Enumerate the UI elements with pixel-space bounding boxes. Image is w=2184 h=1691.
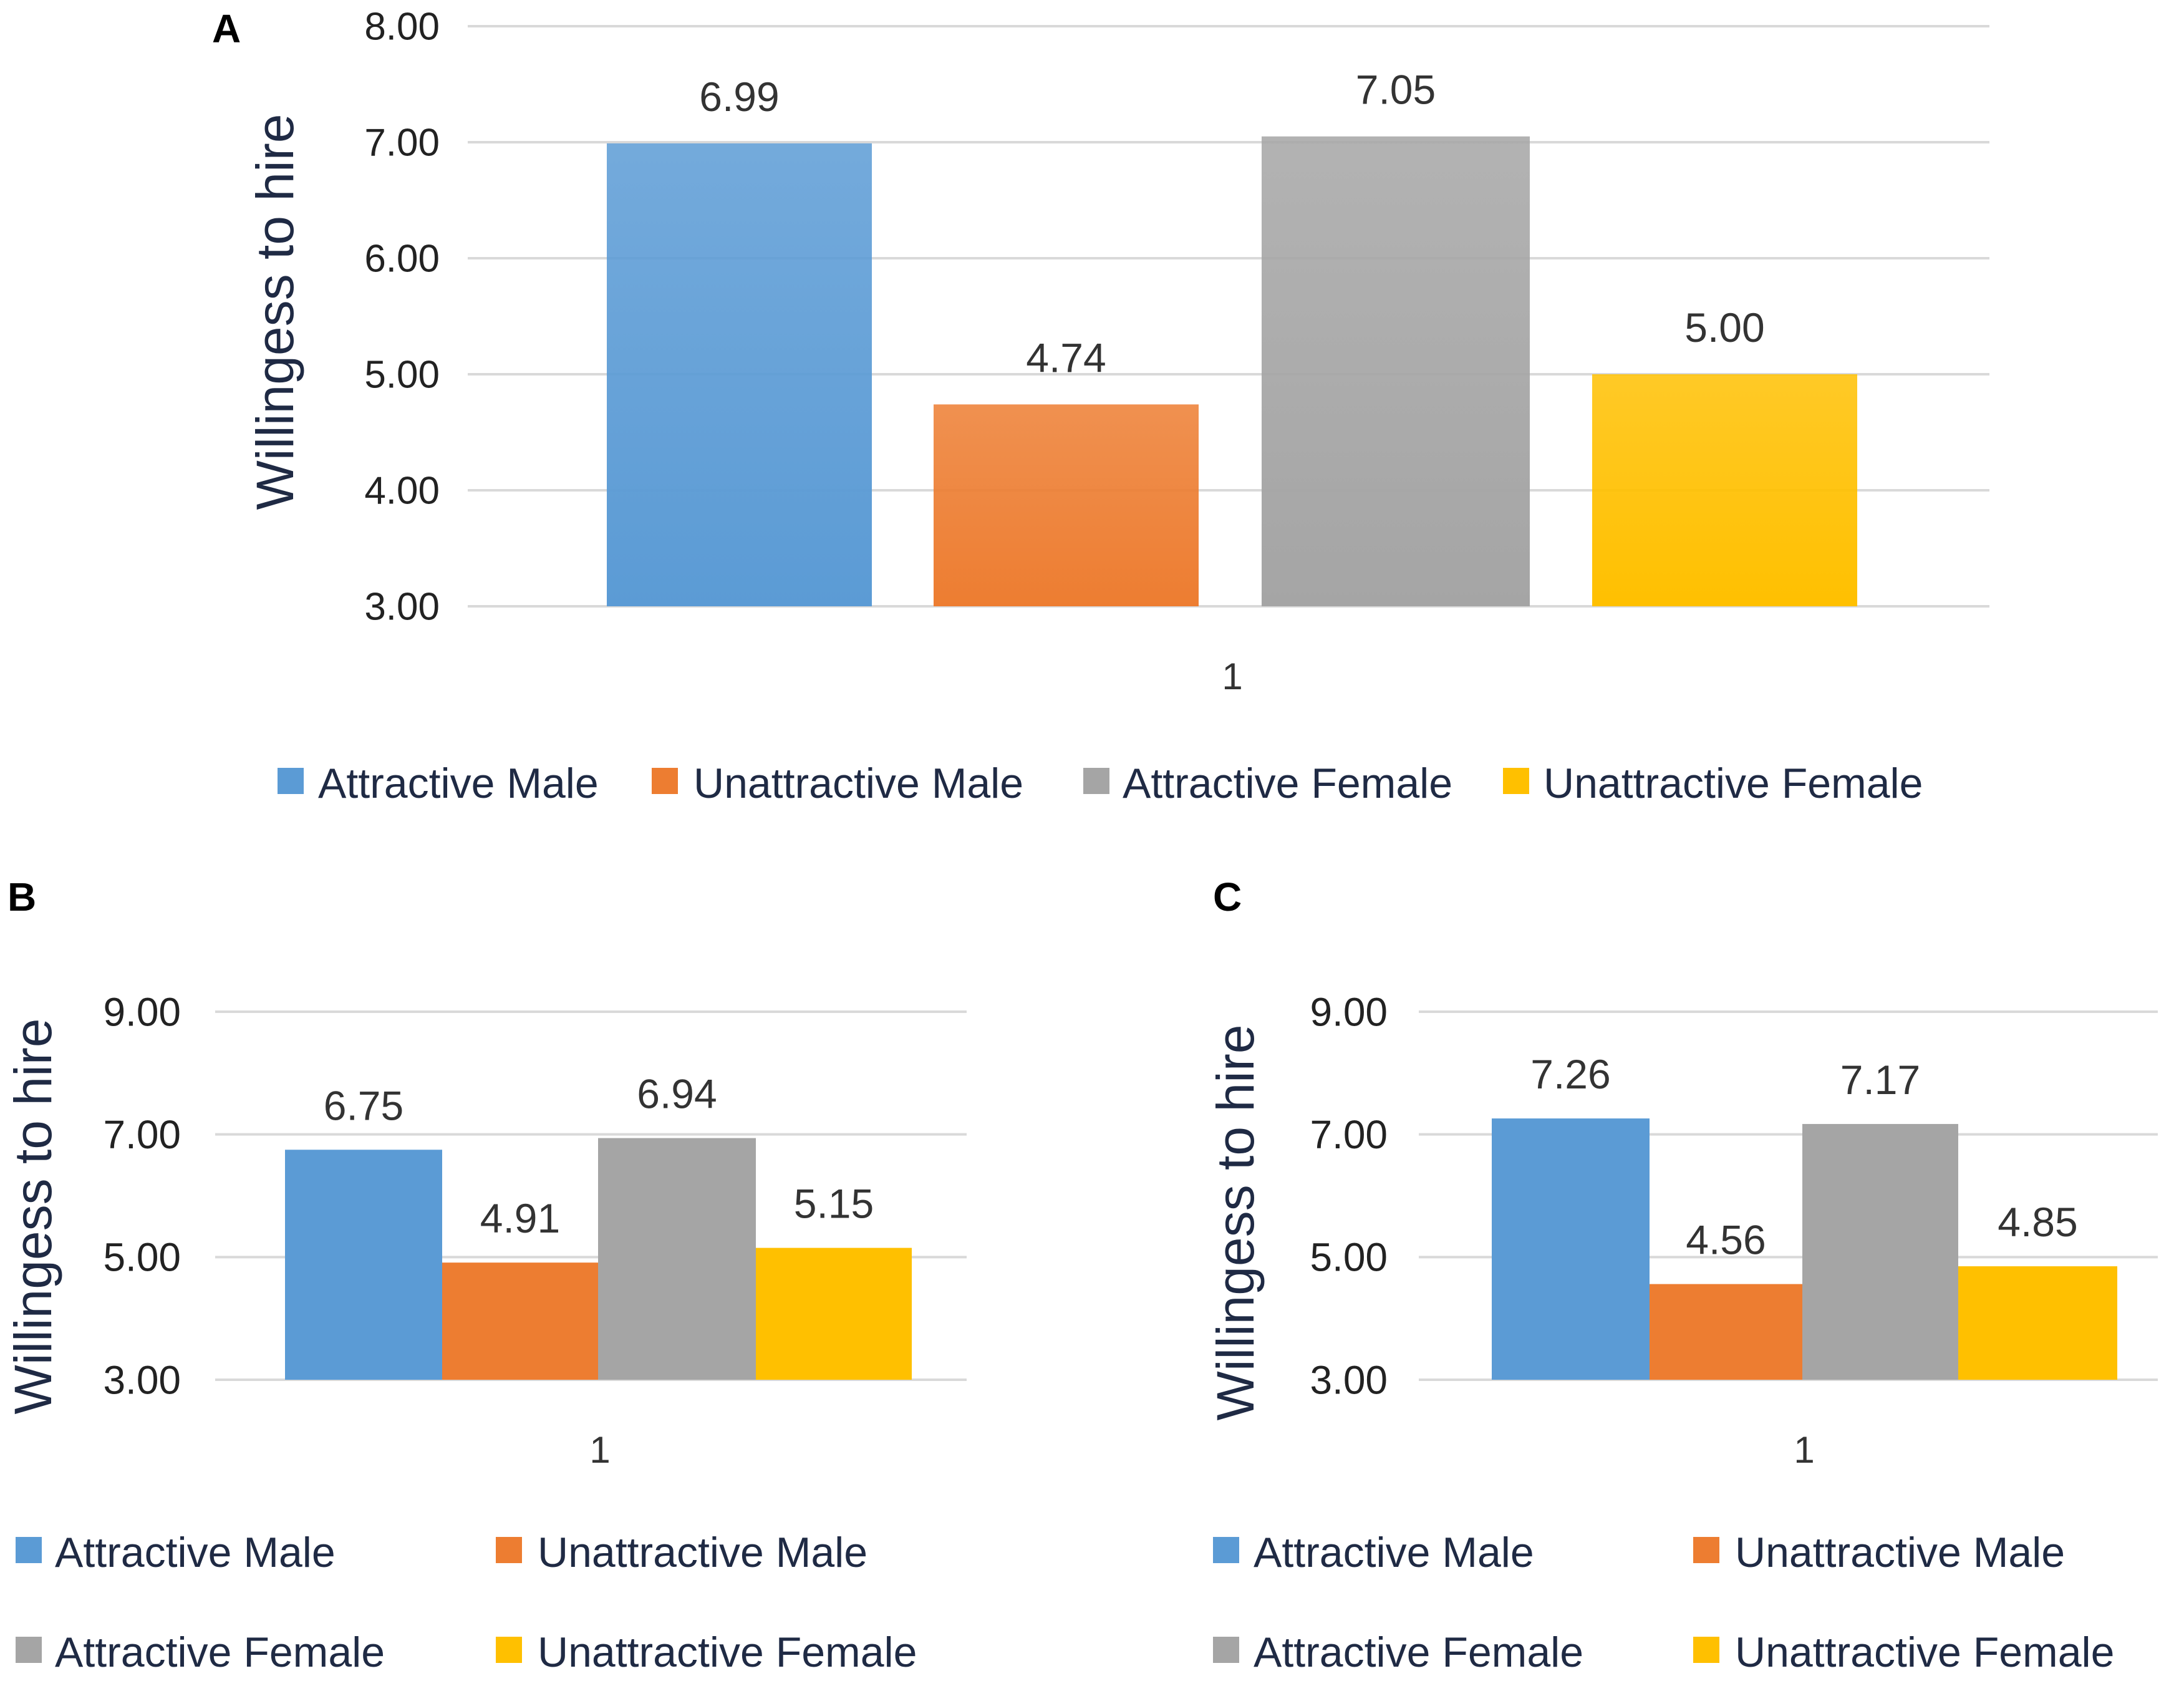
panel-c-bar-attractive-male — [1492, 1118, 1650, 1380]
panel-b-ytick-label: 3.00 — [103, 1357, 181, 1402]
panel-b-legend-swatch — [16, 1537, 42, 1563]
panel-a-ytick-label: 3.00 — [364, 586, 440, 629]
panel-c-bar-attractive-female — [1802, 1123, 1958, 1380]
panel-a-legend-swatch — [1503, 768, 1529, 794]
panel-b-letter: B — [7, 875, 36, 919]
panel-c-legend-label: Attractive Male — [1254, 1529, 1534, 1576]
panel-a-legend-label: Unattractive Female — [1544, 760, 1923, 807]
panel-a-legend-swatch — [278, 768, 304, 794]
panel-c-data-label: 4.56 — [1686, 1217, 1766, 1263]
panel-c-legend-swatch — [1213, 1537, 1239, 1563]
panel-c-y-axis-title: Willingess to hire — [1206, 1025, 1265, 1421]
panel-b-bar-attractive-female — [598, 1138, 756, 1380]
panel-b-y-axis-title: Willingess to hire — [4, 1019, 62, 1415]
panel-b-bar-attractive-male — [285, 1150, 442, 1380]
panel-c-legend-swatch — [1693, 1637, 1719, 1663]
panel-a-bar-attractive-male — [607, 143, 872, 607]
panel-b-bar-unattractive-male — [442, 1262, 598, 1380]
panel-c-ytick-label: 5.00 — [1310, 1235, 1388, 1280]
panel-b-data-label: 4.91 — [480, 1195, 560, 1241]
panel-b-bar-unattractive-female — [756, 1248, 912, 1380]
panel-b-legend-label: Unattractive Male — [538, 1529, 867, 1576]
panel-a-legend-swatch — [1083, 768, 1109, 794]
panel-a-bar-attractive-female — [1262, 136, 1530, 606]
panel-a-bar-unattractive-male — [934, 404, 1199, 606]
panel-a-legend-label: Unattractive Male — [693, 760, 1023, 807]
panel-c-data-label: 7.17 — [1840, 1057, 1920, 1103]
panel-c-legend-label: Attractive Female — [1254, 1629, 1583, 1676]
panel-a-ytick-label: 5.00 — [364, 354, 440, 397]
panel-c-bar-unattractive-male — [1650, 1284, 1802, 1380]
panel-b-ytick-label: 5.00 — [103, 1235, 181, 1280]
panel-b-data-label: 6.75 — [324, 1082, 403, 1128]
panel-a-y-axis-title: Willingess to hire — [246, 114, 304, 510]
panel-a-legend-label: Attractive Male — [318, 760, 599, 807]
panel-c-legend-swatch — [1693, 1537, 1719, 1563]
panel-a-data-label: 5.00 — [1684, 304, 1764, 351]
panel-c-legend-label: Unattractive Male — [1735, 1529, 2065, 1576]
panel-c-x-category-label: 1 — [1794, 1429, 1814, 1471]
panel-a-ytick-label: 8.00 — [364, 6, 440, 49]
panel-c-bar-unattractive-female — [1958, 1266, 2117, 1380]
panel-b-legend-swatch — [496, 1537, 522, 1563]
panel-a-legend-label: Attractive Female — [1123, 760, 1452, 807]
panel-c-legend-swatch — [1213, 1637, 1239, 1663]
panel-c-data-label: 7.26 — [1530, 1051, 1610, 1097]
panel-b-legend-label: Attractive Male — [55, 1529, 336, 1576]
panel-c-legend-label: Unattractive Female — [1735, 1629, 2114, 1676]
panel-a-legend-swatch — [652, 768, 678, 794]
panel-b-x-category-label: 1 — [589, 1429, 610, 1471]
panel-c-ytick-label: 7.00 — [1310, 1112, 1388, 1157]
panel-b-legend-label: Unattractive Female — [538, 1629, 917, 1676]
panel-b-ytick-label: 9.00 — [103, 989, 181, 1034]
panel-a-ytick-label: 7.00 — [364, 122, 440, 165]
panel-b-data-label: 6.94 — [637, 1071, 717, 1117]
panel-b-data-label: 5.15 — [794, 1181, 874, 1227]
panel-a-x-category-label: 1 — [1222, 656, 1242, 697]
panel-a-data-label: 6.99 — [699, 74, 779, 120]
panel-a-ytick-label: 4.00 — [364, 470, 440, 513]
panel-a-ytick-label: 6.00 — [364, 238, 440, 281]
panel-c-ytick-label: 9.00 — [1310, 989, 1388, 1034]
panel-b-legend-label: Attractive Female — [55, 1629, 385, 1676]
panel-c-letter: C — [1213, 875, 1242, 919]
panel-c-data-label: 4.85 — [1998, 1199, 2077, 1245]
panel-a-data-label: 4.74 — [1026, 334, 1106, 380]
panel-c-ytick-label: 3.00 — [1310, 1357, 1388, 1402]
panel-b-legend-swatch — [16, 1637, 42, 1663]
panel-b-ytick-label: 7.00 — [103, 1112, 181, 1157]
panel-b-legend-swatch — [496, 1637, 522, 1663]
panel-a-bar-unattractive-female — [1592, 374, 1857, 606]
panel-a-data-label: 7.05 — [1356, 67, 1436, 113]
panel-a-letter: A — [212, 6, 241, 51]
